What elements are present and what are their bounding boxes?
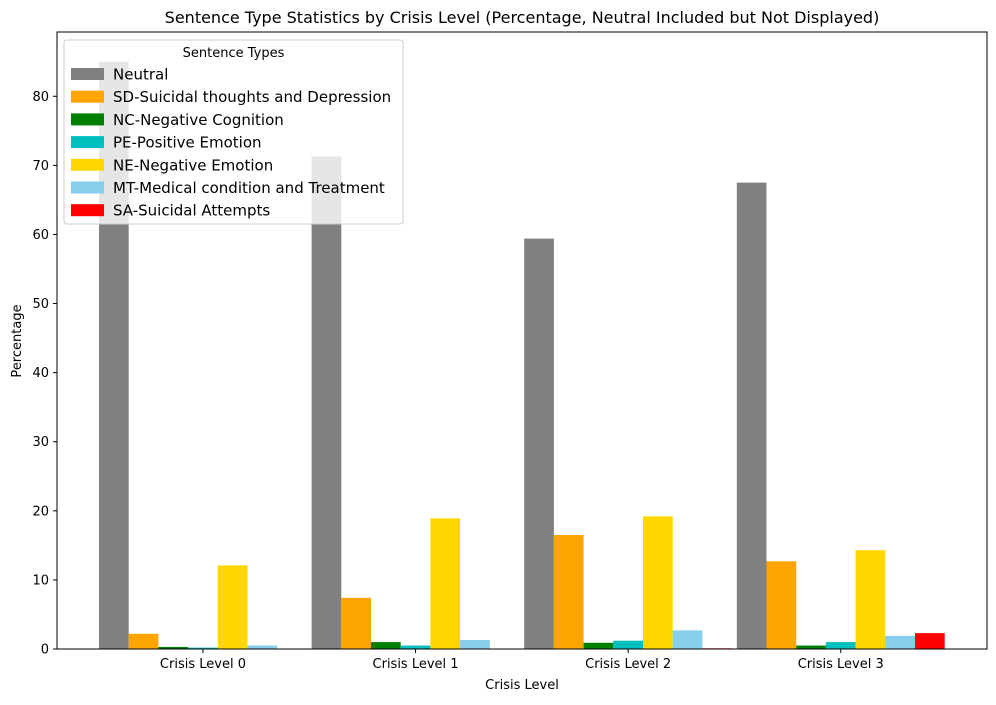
- y-tick-label: 20: [32, 504, 49, 519]
- bar: [371, 642, 401, 649]
- legend-swatch: [71, 204, 104, 217]
- y-tick-label: 30: [32, 435, 49, 450]
- bar: [311, 156, 342, 649]
- bar: [430, 518, 461, 649]
- bar: [217, 565, 248, 649]
- y-tick-label: 60: [32, 228, 49, 243]
- y-axis: 0 10 20 30 40 50 60 70 80: [32, 90, 57, 658]
- bar: [796, 645, 826, 649]
- legend-item-label: MT-Medical condition and Treatment: [113, 179, 385, 197]
- legend-swatch: [71, 136, 104, 149]
- bar: [885, 635, 915, 649]
- legend-swatch: [71, 113, 104, 126]
- bar: [158, 646, 189, 649]
- bar: [247, 645, 278, 649]
- bar: [583, 642, 614, 649]
- legend-item-label: SD-Suicidal thoughts and Depression: [113, 88, 391, 106]
- plot-frame: [56, 31, 988, 650]
- bar: [188, 647, 218, 649]
- x-tick-label: Crisis Level 1: [373, 657, 459, 672]
- legend-swatch: [71, 181, 104, 194]
- y-tick-label: 50: [32, 297, 49, 312]
- legend: Sentence Types Neutral SD-Suicidal thought…: [63, 39, 404, 225]
- legend-item-label: SA-Suicidal Attempts: [113, 202, 270, 220]
- y-tick-label: 10: [32, 573, 49, 588]
- bar: [460, 640, 490, 649]
- legend-item-label: NC-Negative Cognition: [113, 111, 284, 129]
- bar: [524, 238, 554, 649]
- y-tick-label: 80: [32, 90, 49, 105]
- chart-title: Sentence Type Statistics by Crisis Level…: [165, 8, 880, 27]
- legend-swatch: [71, 158, 104, 171]
- bar: [341, 597, 371, 649]
- bar: [643, 516, 673, 649]
- bar: [553, 535, 584, 649]
- bar: [400, 645, 431, 649]
- y-tick-label: 0: [41, 643, 49, 658]
- x-axis: Crisis Level 0 Crisis Level 1 Crisis Level…: [160, 649, 884, 672]
- legend-title: Sentence Types: [183, 46, 285, 61]
- bar: [613, 640, 643, 649]
- bar: [915, 633, 945, 649]
- bar: [128, 633, 159, 649]
- legend-item-label: Neutral: [113, 66, 168, 84]
- legend-item-label: NE-Negative Emotion: [113, 156, 273, 174]
- bar: [825, 642, 856, 649]
- y-tick-label: 40: [32, 366, 49, 381]
- bar: [672, 630, 703, 649]
- x-tick-label: Crisis Level 3: [798, 657, 884, 672]
- legend-box: [63, 39, 404, 225]
- legend-swatch: [71, 68, 104, 80]
- bar: [736, 182, 767, 649]
- legend-swatch: [71, 90, 104, 103]
- y-axis-label: Percentage: [10, 304, 25, 377]
- x-axis-label: Crisis Level: [485, 678, 559, 693]
- x-tick-label: Crisis Level 2: [585, 657, 671, 672]
- bar: [766, 561, 797, 649]
- legend-item-label: PE-Positive Emotion: [113, 134, 262, 152]
- bars-group: [99, 61, 945, 649]
- x-tick-label: Crisis Level 0: [160, 657, 246, 672]
- y-tick-label: 70: [32, 159, 49, 174]
- bar: [855, 550, 886, 649]
